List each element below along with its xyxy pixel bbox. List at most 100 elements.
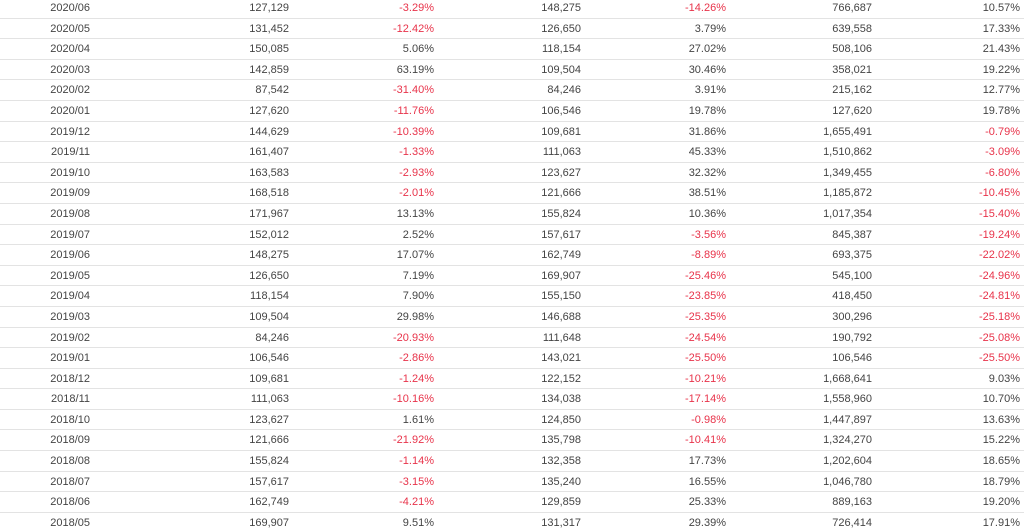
table-row: 2018/06 162,749 -4.21% 129,859 25.33% 889,163… bbox=[0, 492, 1024, 513]
table-row: 2019/01 106,546 -2.86% 143,021 -25.50% 106,54… bbox=[0, 348, 1024, 369]
date-cell: 2020/03 bbox=[50, 63, 90, 76]
date-cell: 2018/12 bbox=[50, 372, 90, 385]
value-cell: 155,824 bbox=[541, 207, 581, 220]
table-row: 2018/08 155,824 -1.14% 132,358 17.73% 1,202,6… bbox=[0, 451, 1024, 472]
table-row: 2020/01 127,620 -11.76% 106,546 19.78% 127,62… bbox=[0, 101, 1024, 122]
cumulative-cell: 358,021 bbox=[832, 63, 872, 76]
value-cell: 135,240 bbox=[541, 475, 581, 488]
value-cell: 163,583 bbox=[249, 166, 289, 179]
change-cell: 3.91% bbox=[694, 84, 726, 97]
date-cell: 2019/05 bbox=[50, 269, 90, 282]
value-cell: 106,546 bbox=[541, 104, 581, 117]
cumulative-cell: 845,387 bbox=[832, 228, 872, 241]
date-cell: 2020/01 bbox=[50, 104, 90, 117]
change-cell: -10.21% bbox=[685, 372, 726, 385]
cumulative-change-cell: -24.96% bbox=[979, 269, 1020, 282]
date-cell: 2018/07 bbox=[50, 475, 90, 488]
date-cell: 2019/03 bbox=[50, 310, 90, 323]
change-cell: 27.02% bbox=[688, 43, 726, 56]
date-cell: 2019/12 bbox=[50, 125, 90, 138]
table-row: 2019/07 152,012 2.52% 157,617 -3.56% 845,387 -… bbox=[0, 225, 1024, 246]
cumulative-cell: 127,620 bbox=[832, 104, 872, 117]
value-cell: 157,617 bbox=[249, 475, 289, 488]
value-cell: 150,085 bbox=[249, 43, 289, 56]
date-cell: 2019/07 bbox=[50, 228, 90, 241]
table-row: 2018/10 123,627 1.61% 124,850 -0.98% 1,447,89… bbox=[0, 410, 1024, 431]
cumulative-cell: 726,414 bbox=[832, 516, 872, 529]
cumulative-cell: 1,185,872 bbox=[823, 187, 872, 200]
value-cell: 121,666 bbox=[541, 187, 581, 200]
value-cell: 123,627 bbox=[541, 166, 581, 179]
change-cell: 7.90% bbox=[402, 290, 434, 303]
table-row: 2019/06 148,275 17.07% 162,749 -8.89% 693,375… bbox=[0, 245, 1024, 266]
date-cell: 2018/11 bbox=[51, 393, 90, 406]
cumulative-cell: 545,100 bbox=[832, 269, 872, 282]
change-cell: 2.52% bbox=[402, 228, 434, 241]
change-cell: -25.35% bbox=[685, 310, 726, 323]
table-row: 2018/07 157,617 -3.15% 135,240 16.55% 1,046,7… bbox=[0, 472, 1024, 493]
value-cell: 162,749 bbox=[541, 249, 581, 262]
table-row: 2019/08 171,967 13.13% 155,824 10.36% 1,017,3… bbox=[0, 204, 1024, 225]
cumulative-change-cell: -15.40% bbox=[979, 207, 1020, 220]
date-cell: 2019/06 bbox=[50, 249, 90, 262]
date-cell: 2020/02 bbox=[50, 84, 90, 97]
change-cell: 29.39% bbox=[688, 516, 726, 529]
value-cell: 161,407 bbox=[249, 146, 289, 159]
value-cell: 142,859 bbox=[249, 63, 289, 76]
cumulative-cell: 106,546 bbox=[832, 352, 872, 365]
cumulative-cell: 1,017,354 bbox=[823, 207, 872, 220]
date-cell: 2020/06 bbox=[50, 2, 90, 14]
value-cell: 109,504 bbox=[541, 63, 581, 76]
cumulative-cell: 1,349,455 bbox=[823, 166, 872, 179]
cumulative-cell: 1,202,604 bbox=[823, 455, 872, 468]
value-cell: 122,152 bbox=[541, 372, 581, 385]
cumulative-cell: 508,106 bbox=[832, 43, 872, 56]
table-row: 2018/05 169,907 9.51% 131,317 29.39% 726,414 1… bbox=[0, 513, 1024, 532]
cumulative-change-cell: -25.08% bbox=[979, 331, 1020, 344]
change-cell: 7.19% bbox=[402, 269, 434, 282]
value-cell: 124,850 bbox=[541, 413, 581, 426]
value-cell: 84,246 bbox=[255, 331, 289, 344]
change-cell: -8.89% bbox=[691, 249, 726, 262]
change-cell: -25.50% bbox=[685, 352, 726, 365]
change-cell: -25.46% bbox=[685, 269, 726, 282]
cumulative-change-cell: -22.02% bbox=[979, 249, 1020, 262]
date-cell: 2019/10 bbox=[50, 166, 90, 179]
value-cell: 148,275 bbox=[249, 249, 289, 262]
change-cell: -3.29% bbox=[399, 2, 434, 14]
value-cell: 131,317 bbox=[541, 516, 581, 529]
value-cell: 84,246 bbox=[547, 84, 581, 97]
cumulative-cell: 418,450 bbox=[832, 290, 872, 303]
value-cell: 118,154 bbox=[542, 43, 581, 56]
cumulative-change-cell: 18.79% bbox=[982, 475, 1020, 488]
value-cell: 126,650 bbox=[249, 269, 289, 282]
change-cell: -4.21% bbox=[399, 496, 434, 509]
date-cell: 2020/04 bbox=[50, 43, 90, 56]
change-cell: 29.98% bbox=[396, 310, 434, 323]
change-cell: 16.55% bbox=[688, 475, 726, 488]
cumulative-cell: 190,792 bbox=[832, 331, 872, 344]
cumulative-change-cell: -6.80% bbox=[985, 166, 1020, 179]
change-cell: 1.61% bbox=[402, 413, 434, 426]
change-cell: 45.33% bbox=[688, 146, 726, 159]
table-row: 2018/12 109,681 -1.24% 122,152 -10.21% 1,668,… bbox=[0, 369, 1024, 390]
cumulative-cell: 215,162 bbox=[832, 84, 872, 97]
value-cell: 111,063 bbox=[250, 393, 289, 406]
cumulative-change-cell: -0.79% bbox=[985, 125, 1020, 138]
change-cell: 10.36% bbox=[688, 207, 726, 220]
change-cell: -10.16% bbox=[393, 393, 434, 406]
date-cell: 2019/01 bbox=[50, 352, 90, 365]
date-cell: 2018/09 bbox=[50, 434, 90, 447]
change-cell: -17.14% bbox=[685, 393, 726, 406]
value-cell: 111,063 bbox=[542, 146, 581, 159]
cumulative-cell: 639,558 bbox=[832, 22, 872, 35]
change-cell: -1.14% bbox=[399, 455, 434, 468]
cumulative-cell: 1,655,491 bbox=[823, 125, 872, 138]
table-row: 2019/05 126,650 7.19% 169,907 -25.46% 545,100… bbox=[0, 266, 1024, 287]
date-cell: 2018/08 bbox=[50, 455, 90, 468]
value-cell: 118,154 bbox=[250, 290, 289, 303]
table-row: 2019/09 168,518 -2.01% 121,666 38.51% 1,185,8… bbox=[0, 183, 1024, 204]
cumulative-cell: 1,558,960 bbox=[823, 393, 872, 406]
value-cell: 126,650 bbox=[541, 22, 581, 35]
value-cell: 109,681 bbox=[541, 125, 581, 138]
